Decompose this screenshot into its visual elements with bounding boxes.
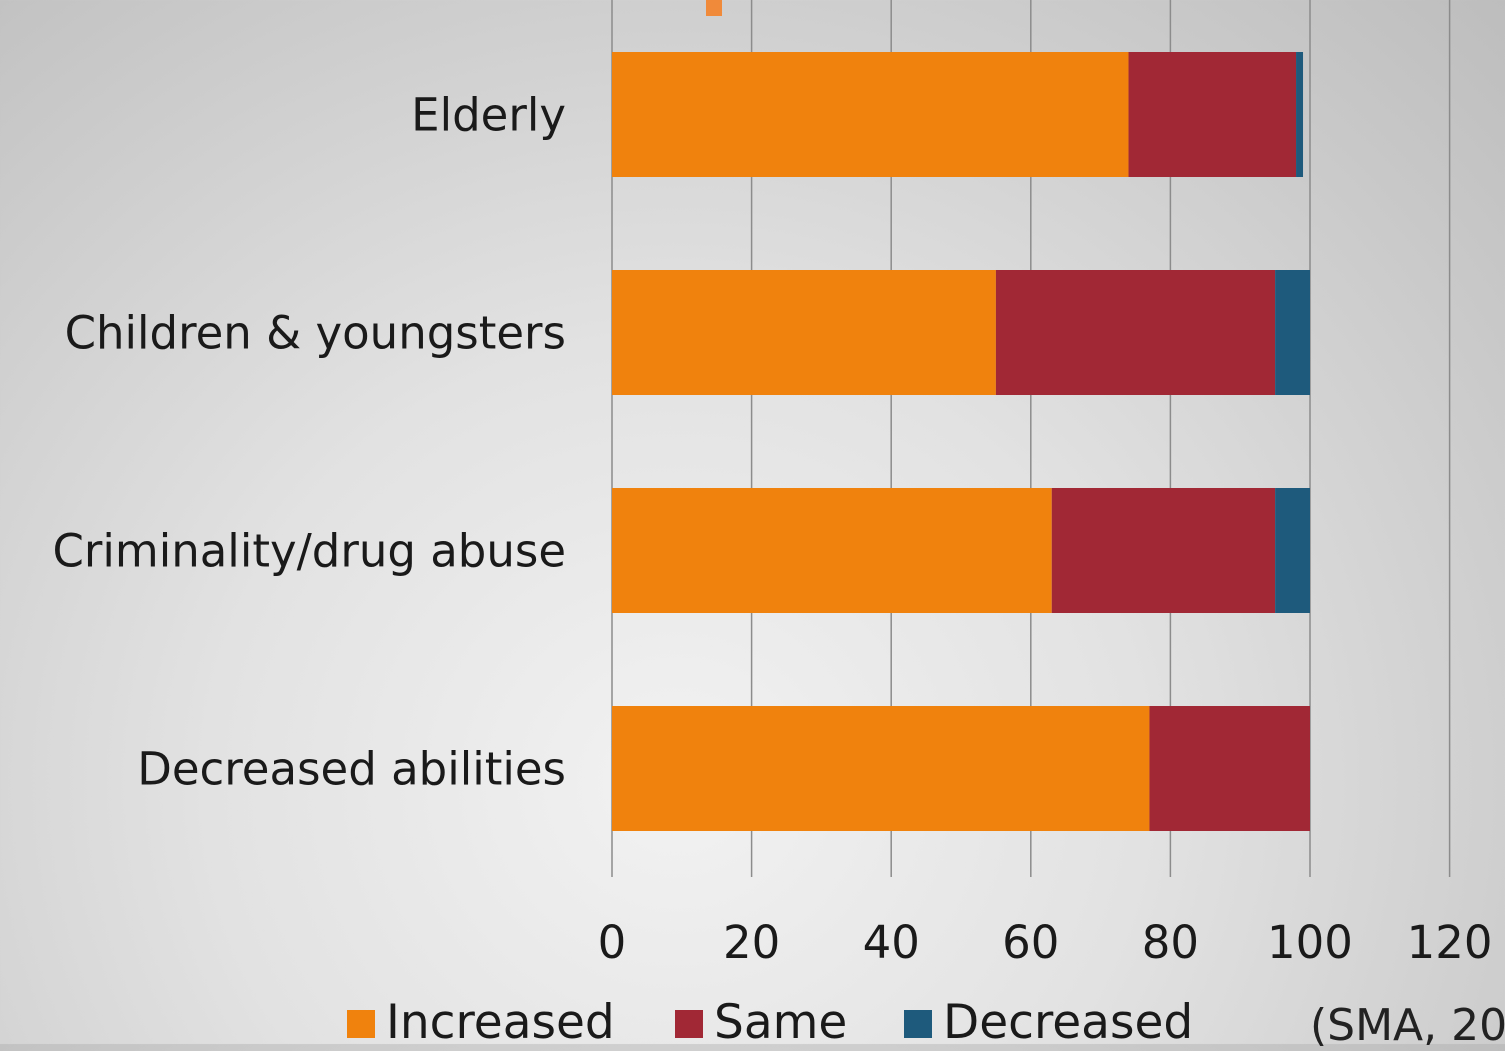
bar-same-2 [1051, 488, 1276, 613]
bar-increased-3 [612, 706, 1150, 831]
category-label-0: Elderly [411, 89, 566, 142]
x-tick-label-80: 80 [1142, 916, 1199, 969]
category-label-2: Criminality/drug abuse [52, 525, 566, 578]
legend-label-same: Same [714, 995, 847, 1044]
category-label-3: Decreased abilities [137, 743, 566, 796]
x-tick-label-100: 100 [1267, 916, 1353, 969]
x-tick-label-120: 120 [1407, 916, 1493, 969]
legend-label-increased: Increased [386, 995, 615, 1044]
x-tick-label-0: 0 [598, 916, 627, 969]
bar-decreased-2 [1275, 488, 1310, 613]
bar-same-3 [1149, 706, 1310, 831]
source-citation: (SMA, 20 [1310, 1000, 1505, 1051]
legend-swatch-same [675, 1010, 703, 1038]
bar-same-0 [1128, 52, 1297, 177]
x-tick-label-40: 40 [863, 916, 920, 969]
bar-increased-0 [612, 52, 1129, 177]
bar-decreased-1 [1275, 270, 1310, 395]
category-label-1: Children & youngsters [65, 307, 566, 360]
bar-decreased-0 [1296, 52, 1304, 177]
x-tick-label-20: 20 [723, 916, 780, 969]
bar-increased-1 [612, 270, 996, 395]
bar-increased-2 [612, 488, 1052, 613]
legend-swatch-increased [347, 1010, 375, 1038]
bar-same-1 [995, 270, 1276, 395]
legend-label-decreased: Decreased [943, 995, 1193, 1044]
legend-swatch-decreased [904, 1010, 932, 1038]
x-tick-label-60: 60 [1002, 916, 1059, 969]
